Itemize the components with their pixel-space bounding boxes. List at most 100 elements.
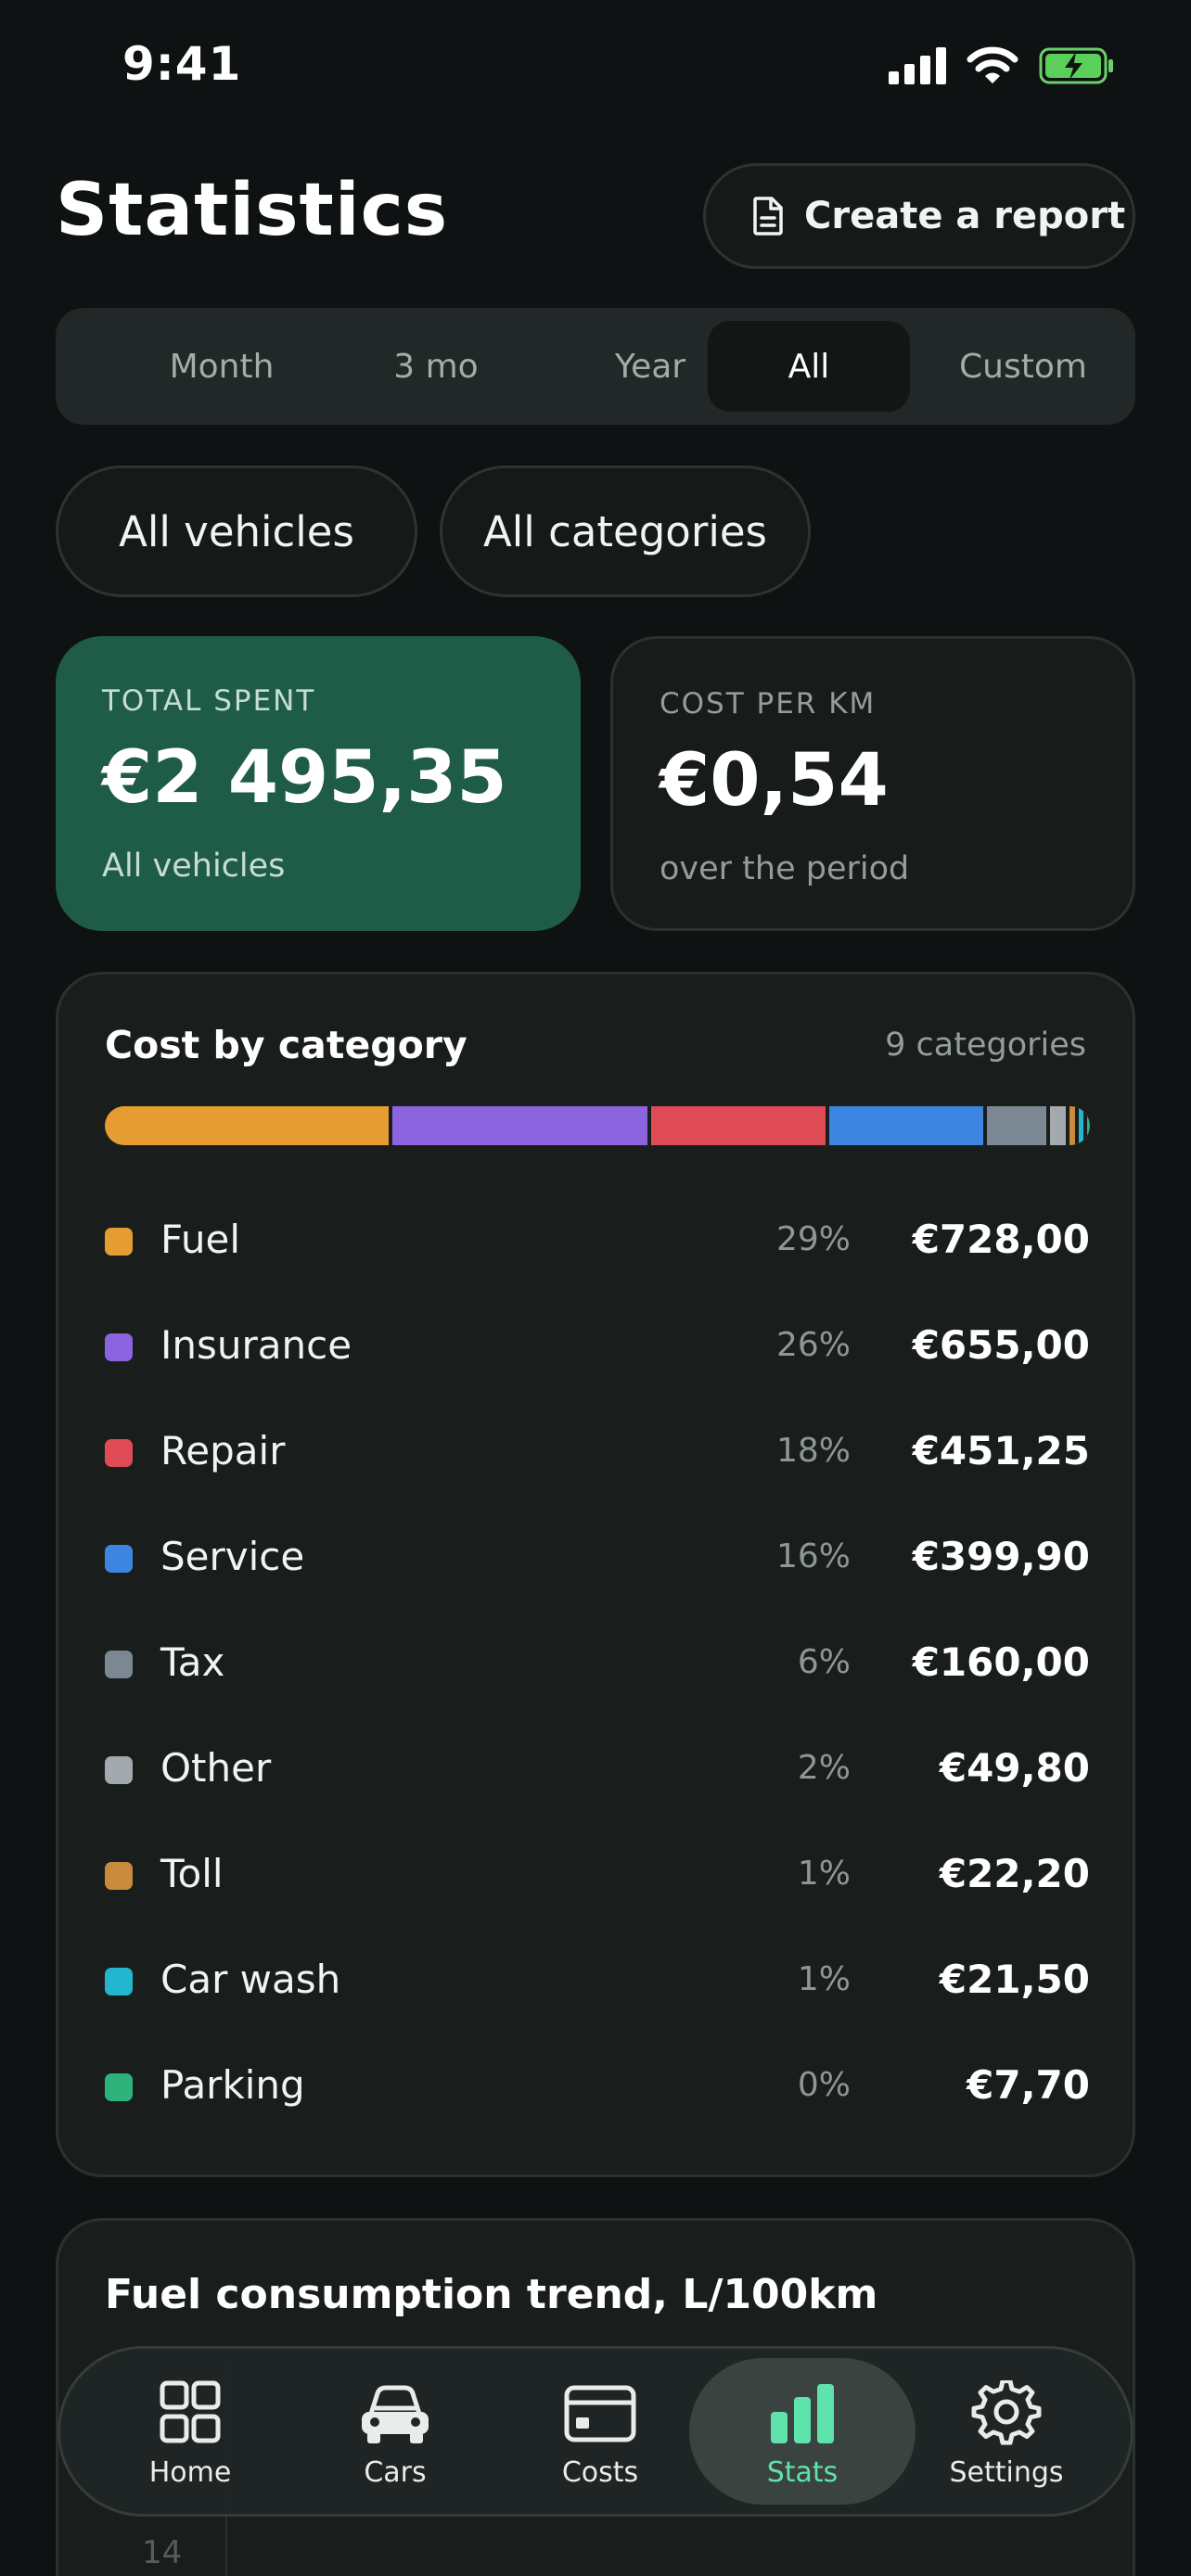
category-color-swatch [105,1545,133,1573]
total-spent-label: TOTAL SPENT [102,684,316,718]
category-amount: €399,90 [912,1534,1090,1579]
cost-per-km-card: COST PER KM €0,54 over the period [610,636,1135,931]
category-color-swatch [105,1333,133,1361]
create-report-button[interactable]: Create a report [703,163,1135,269]
card-icon [564,2385,636,2442]
y-axis-tick: 14 [142,2534,183,2571]
category-color-swatch [105,1968,133,1996]
tab-cars[interactable]: Cars [293,2358,497,2505]
cost-by-category-title: Cost by category [105,1023,467,1067]
cost-per-km-value: €0,54 [660,739,889,823]
category-row-parking[interactable]: Parking 0% €7,70 [105,2055,1090,2120]
category-name: Repair [160,1428,286,1473]
category-amount: €21,50 [939,1957,1090,2002]
status-icons [889,46,1115,85]
stacked-bar-segment-insurance [391,1106,651,1145]
stacked-bar-segment-toll [1069,1106,1079,1145]
category-name: Service [160,1534,305,1579]
category-row-repair[interactable]: Repair 18% €451,25 [105,1421,1090,1486]
category-row-toll[interactable]: Toll 1% €22,20 [105,1843,1090,1908]
tab-costs[interactable]: Costs [498,2358,702,2505]
cellular-signal-icon [889,47,946,84]
tab-home-label: Home [148,2456,232,2489]
battery-charging-icon [1039,47,1113,84]
stacked-bar-segment-fuel [105,1106,392,1145]
tab-settings-label: Settings [949,2456,1064,2489]
category-name: Other [160,1745,272,1791]
stacked-bar-segment-tax [986,1106,1050,1145]
category-percent: 1% [797,1855,851,1893]
category-color-swatch [105,1756,133,1784]
category-percent: 29% [775,1220,851,1258]
period-tab-3mo[interactable]: 3 mo [393,347,479,386]
stacked-bar-segment-car-wash [1078,1106,1087,1145]
category-color-swatch [105,1439,133,1467]
category-percent: 2% [797,1749,851,1787]
total-spent-card: TOTAL SPENT €2 495,35 All vehicles [56,636,581,931]
total-spent-value: €2 495,35 [102,736,507,820]
category-name: Car wash [160,1957,341,2002]
category-amount: €655,00 [912,1322,1090,1368]
period-tab-custom[interactable]: Custom [959,347,1087,386]
grid-icon [160,2380,221,2443]
category-amount: €451,25 [912,1428,1090,1473]
category-row-car-wash[interactable]: Car wash 1% €21,50 [105,1949,1090,2014]
category-amount: €22,20 [939,1851,1090,1896]
period-tab-all[interactable]: All [708,321,910,412]
category-name: Parking [160,2062,305,2108]
category-row-tax[interactable]: Tax 6% €160,00 [105,1632,1090,1697]
category-row-other[interactable]: Other 2% €49,80 [105,1738,1090,1803]
tab-settings[interactable]: Settings [904,2358,1108,2505]
tab-home[interactable]: Home [88,2358,292,2505]
bar-chart-icon [771,2384,834,2443]
category-amount: €7,70 [967,2062,1090,2108]
document-icon [753,197,783,236]
category-filter-chip[interactable]: All categories [440,465,811,597]
category-color-swatch [105,2073,133,2101]
category-percent: 1% [797,1960,851,1998]
vehicle-filter-chip[interactable]: All vehicles [56,465,417,597]
period-selector: Month 3 mo Year All Custom [56,308,1135,425]
category-percent: 6% [797,1643,851,1681]
category-percent: 0% [797,2066,851,2104]
tab-costs-label: Costs [561,2456,639,2489]
period-tab-year[interactable]: Year [614,347,686,386]
cost-per-km-label: COST PER KM [660,687,877,721]
category-percent: 26% [775,1326,851,1364]
stacked-bar-segment-service [828,1106,987,1145]
category-row-insurance[interactable]: Insurance 26% €655,00 [105,1315,1090,1380]
create-report-label: Create a report [804,195,1126,237]
cost-per-km-sub: over the period [660,850,910,887]
category-color-swatch [105,1651,133,1678]
category-name: Fuel [160,1217,240,1262]
stacked-bar-segment-other [1049,1106,1070,1145]
category-percent: 18% [775,1432,851,1470]
gear-icon [971,2380,1042,2445]
category-row-service[interactable]: Service 16% €399,90 [105,1526,1090,1591]
stacked-bar-segment-parking [1086,1106,1090,1145]
status-time: 9:41 [122,37,242,91]
status-bar: 9:41 [0,0,1191,139]
total-spent-sub: All vehicles [102,848,286,885]
category-percent: 16% [775,1537,851,1575]
tab-cars-label: Cars [364,2456,427,2489]
stacked-bar-segment-repair [650,1106,829,1145]
tab-stats[interactable]: Stats [689,2358,916,2505]
fuel-trend-title: Fuel consumption trend, L/100km [105,2271,878,2318]
tab-bar: Home Cars Costs Stats [58,2346,1133,2517]
category-amount: €49,80 [939,1745,1090,1791]
category-amount: €728,00 [912,1217,1090,1262]
category-count: 9 categories [885,1027,1086,1064]
car-icon [362,2385,429,2443]
period-tab-month[interactable]: Month [169,347,275,386]
category-amount: €160,00 [912,1639,1090,1685]
category-color-swatch [105,1228,133,1256]
category-name: Insurance [160,1322,352,1368]
category-name: Tax [160,1639,225,1685]
category-color-swatch [105,1862,133,1890]
tab-stats-label: Stats [766,2456,839,2489]
cost-by-category-card: Cost by category 9 categories Fuel 29% €72… [56,972,1135,2177]
category-row-fuel[interactable]: Fuel 29% €728,00 [105,1209,1090,1274]
wifi-icon [967,46,1018,83]
category-stacked-bar [105,1106,1090,1145]
